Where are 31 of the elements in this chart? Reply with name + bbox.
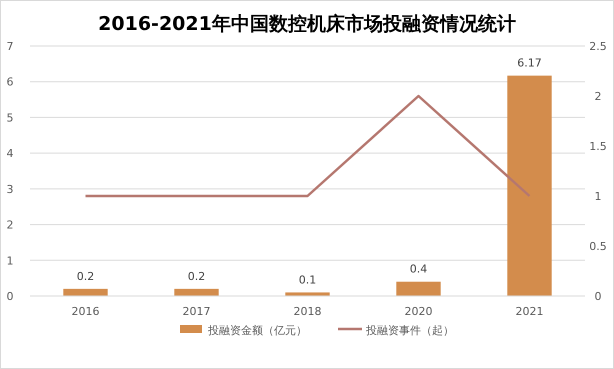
y-tick-label: 0: [6, 290, 14, 303]
y2-tick-label: 2: [594, 90, 602, 103]
y-tick-label: 4: [6, 147, 14, 160]
bar: [507, 76, 552, 296]
data-label: 0.2: [76, 270, 94, 283]
bar: [396, 282, 441, 296]
y-tick-label: 5: [6, 111, 14, 124]
y-tick-label: 1: [6, 254, 14, 268]
chart-title: 2016-2021年中国数控机床市场投融资情况统计: [98, 13, 516, 35]
y2-tick-label: 1: [594, 190, 602, 203]
y2-tick-label: 0: [594, 290, 602, 303]
bar: [174, 288, 219, 296]
x-tick-label: 2020: [404, 305, 432, 318]
bar: [63, 288, 108, 296]
data-label: 0.4: [410, 262, 428, 276]
x-tick-label: 2018: [294, 305, 322, 318]
y-tick-label: 6: [6, 76, 14, 89]
x-tick-label: 2021: [516, 305, 544, 318]
x-tick-label: 2016: [72, 305, 100, 318]
y2-tick-label: 1.5: [589, 140, 607, 153]
legend-label: 投融资金额（亿元）: [207, 324, 307, 337]
y-tick-label: 7: [6, 40, 14, 53]
x-tick-label: 2017: [182, 305, 210, 318]
data-label: 0.2: [188, 270, 206, 283]
y-tick-label: 2: [6, 218, 14, 232]
data-label: 0.1: [298, 273, 316, 286]
data-label: 6.17: [517, 56, 542, 70]
y2-tick-label: 2.5: [589, 40, 607, 53]
y2-tick-label: 0.5: [589, 240, 607, 253]
legend-label: 投融资事件（起）: [365, 324, 454, 337]
y-tick-label: 3: [6, 182, 14, 196]
